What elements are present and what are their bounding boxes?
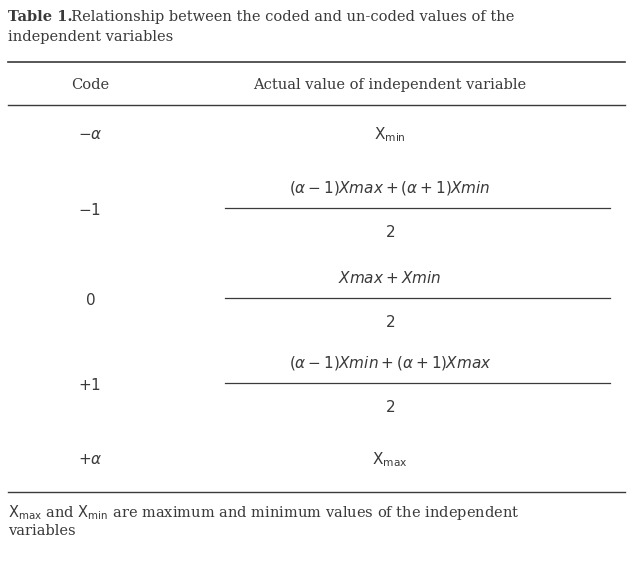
Text: $\mathrm{X}_{\mathrm{max}}$: $\mathrm{X}_{\mathrm{max}}$: [372, 450, 408, 470]
Text: $-1$: $-1$: [78, 202, 101, 218]
Text: $(\alpha - 1)Xmax + (\alpha + 1)Xmin$: $(\alpha - 1)Xmax + (\alpha + 1)Xmin$: [289, 179, 491, 197]
Text: Actual value of independent variable: Actual value of independent variable: [253, 78, 527, 92]
Text: $0$: $0$: [85, 292, 96, 308]
Text: $\mathrm{X}_{\mathrm{min}}$: $\mathrm{X}_{\mathrm{min}}$: [374, 126, 406, 144]
Text: $Xmax + Xmin$: $Xmax + Xmin$: [339, 270, 442, 286]
Text: $(\alpha - 1)Xmin + (\alpha + 1)Xmax$: $(\alpha - 1)Xmin + (\alpha + 1)Xmax$: [289, 354, 491, 372]
Text: $+1$: $+1$: [78, 377, 101, 393]
Text: Relationship between the coded and un-coded values of the: Relationship between the coded and un-co…: [62, 10, 515, 24]
Text: $2$: $2$: [385, 399, 395, 415]
Text: Table 1.: Table 1.: [8, 10, 73, 24]
Text: $-\alpha$: $-\alpha$: [78, 128, 103, 142]
Text: $2$: $2$: [385, 224, 395, 240]
Text: $2$: $2$: [385, 314, 395, 330]
Text: Code: Code: [71, 78, 109, 92]
Text: independent variables: independent variables: [8, 30, 173, 44]
Text: variables: variables: [8, 524, 75, 538]
Text: $\mathrm{X}_{\mathrm{max}}$ and $\mathrm{X}_{\mathrm{min}}$ are maximum and mini: $\mathrm{X}_{\mathrm{max}}$ and $\mathrm…: [8, 503, 519, 522]
Text: $+\alpha$: $+\alpha$: [78, 453, 103, 467]
